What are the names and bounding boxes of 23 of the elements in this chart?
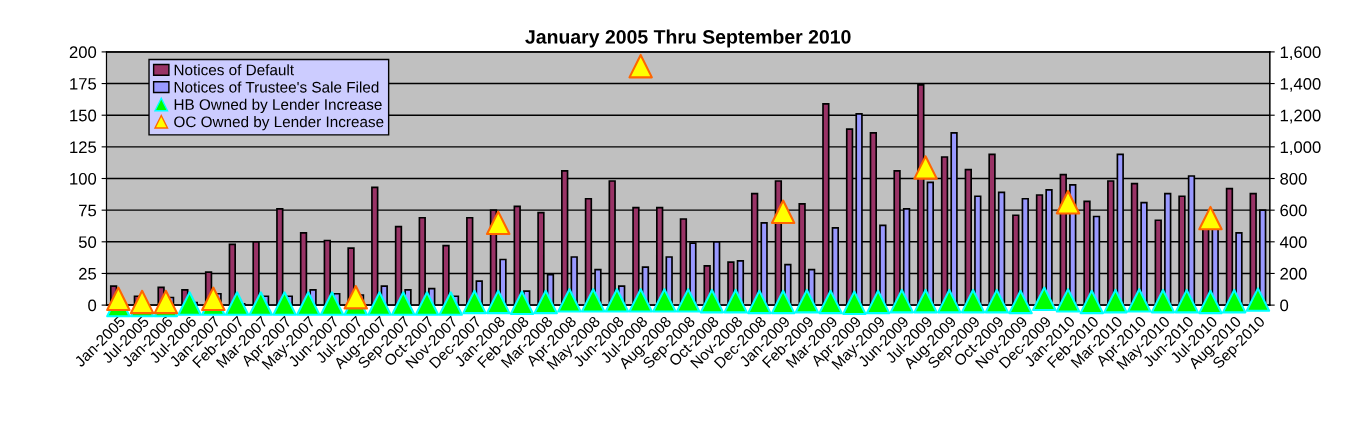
y2-tick-label: 800 [1280,172,1307,185]
y-tick-label: 125 [70,141,97,154]
y-tick-label: 50 [78,236,97,249]
y2-tick-label: 1,200 [1280,109,1321,124]
y-tick-label: 175 [70,78,97,90]
legend-label: HB Owned by Lender Increase [174,98,382,113]
y-tick-label: 75 [79,204,97,217]
y2-tick-label: 200 [1280,267,1307,280]
y-tick-label: 0 [88,299,97,312]
legend-label: Notices of Default [174,64,294,76]
y2-tick-label: 0 [1280,299,1289,312]
y2-tick-label: 1,400 [1280,77,1321,92]
y-tick-label: 200 [69,46,97,59]
y2-tick-label: 600 [1280,204,1307,217]
y2-tick-label: 400 [1279,236,1307,249]
y2-tick-label: 1,000 [1280,141,1321,156]
y-tick-label: 150 [70,109,97,122]
chart-title: January 2005 Thru September 2010 [525,29,851,48]
legend-label: OC Owned by Lender Increase [174,116,384,131]
legend-label: Notices of Trustee's Sale Filed [174,81,379,93]
y-tick-label: 25 [79,267,97,280]
y2-tick-label: 1,600 [1280,46,1321,61]
y-tick-label: 100 [70,172,97,185]
